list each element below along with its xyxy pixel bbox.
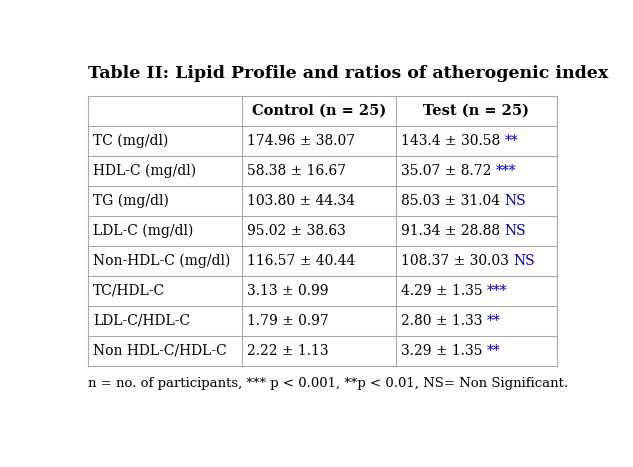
Text: **: **: [487, 314, 501, 328]
Text: 91.34 ± 28.88: 91.34 ± 28.88: [401, 224, 505, 238]
Text: 3.29 ± 1.35: 3.29 ± 1.35: [401, 344, 487, 358]
Text: Test (n = 25): Test (n = 25): [423, 104, 529, 118]
Text: Control (n = 25): Control (n = 25): [253, 104, 387, 118]
Text: 58.38 ± 16.67: 58.38 ± 16.67: [247, 164, 346, 178]
Text: n = no. of participants, *** p < 0.001, **p < 0.01, NS= Non Significant.: n = no. of participants, *** p < 0.001, …: [89, 377, 568, 390]
Text: 4.29 ± 1.35: 4.29 ± 1.35: [401, 284, 487, 298]
Text: 1.79 ± 0.97: 1.79 ± 0.97: [247, 314, 329, 328]
Text: Non HDL-C/HDL-C: Non HDL-C/HDL-C: [93, 344, 227, 358]
Text: TC (mg/dl): TC (mg/dl): [93, 134, 168, 148]
Text: **: **: [505, 134, 518, 148]
Text: NS: NS: [513, 254, 535, 268]
Text: **: **: [487, 344, 501, 358]
Text: 143.4 ± 30.58: 143.4 ± 30.58: [401, 134, 505, 148]
Text: Table II: Lipid Profile and ratios of atherogenic index: Table II: Lipid Profile and ratios of at…: [89, 65, 609, 82]
Text: 116.57 ± 40.44: 116.57 ± 40.44: [247, 254, 355, 268]
Text: NS: NS: [505, 224, 526, 238]
Text: LDL-C (mg/dl): LDL-C (mg/dl): [93, 224, 194, 238]
Text: 2.80 ± 1.33: 2.80 ± 1.33: [401, 314, 487, 328]
Text: TG (mg/dl): TG (mg/dl): [93, 194, 169, 208]
Text: 103.80 ± 44.34: 103.80 ± 44.34: [247, 194, 355, 208]
Text: Non-HDL-C (mg/dl): Non-HDL-C (mg/dl): [93, 254, 230, 268]
Text: 174.96 ± 38.07: 174.96 ± 38.07: [247, 134, 355, 148]
Text: HDL-C (mg/dl): HDL-C (mg/dl): [93, 164, 196, 178]
Text: ***: ***: [487, 284, 508, 298]
Text: LDL-C/HDL-C: LDL-C/HDL-C: [93, 314, 190, 328]
Text: ***: ***: [496, 164, 517, 178]
Text: 108.37 ± 30.03: 108.37 ± 30.03: [401, 254, 513, 268]
Text: 35.07 ± 8.72: 35.07 ± 8.72: [401, 164, 496, 178]
Text: 95.02 ± 38.63: 95.02 ± 38.63: [247, 224, 346, 238]
Text: 85.03 ± 31.04: 85.03 ± 31.04: [401, 194, 505, 208]
Text: 2.22 ± 1.13: 2.22 ± 1.13: [247, 344, 329, 358]
Text: TC/HDL-C: TC/HDL-C: [93, 284, 165, 298]
Text: 3.13 ± 0.99: 3.13 ± 0.99: [247, 284, 329, 298]
Text: NS: NS: [505, 194, 526, 208]
